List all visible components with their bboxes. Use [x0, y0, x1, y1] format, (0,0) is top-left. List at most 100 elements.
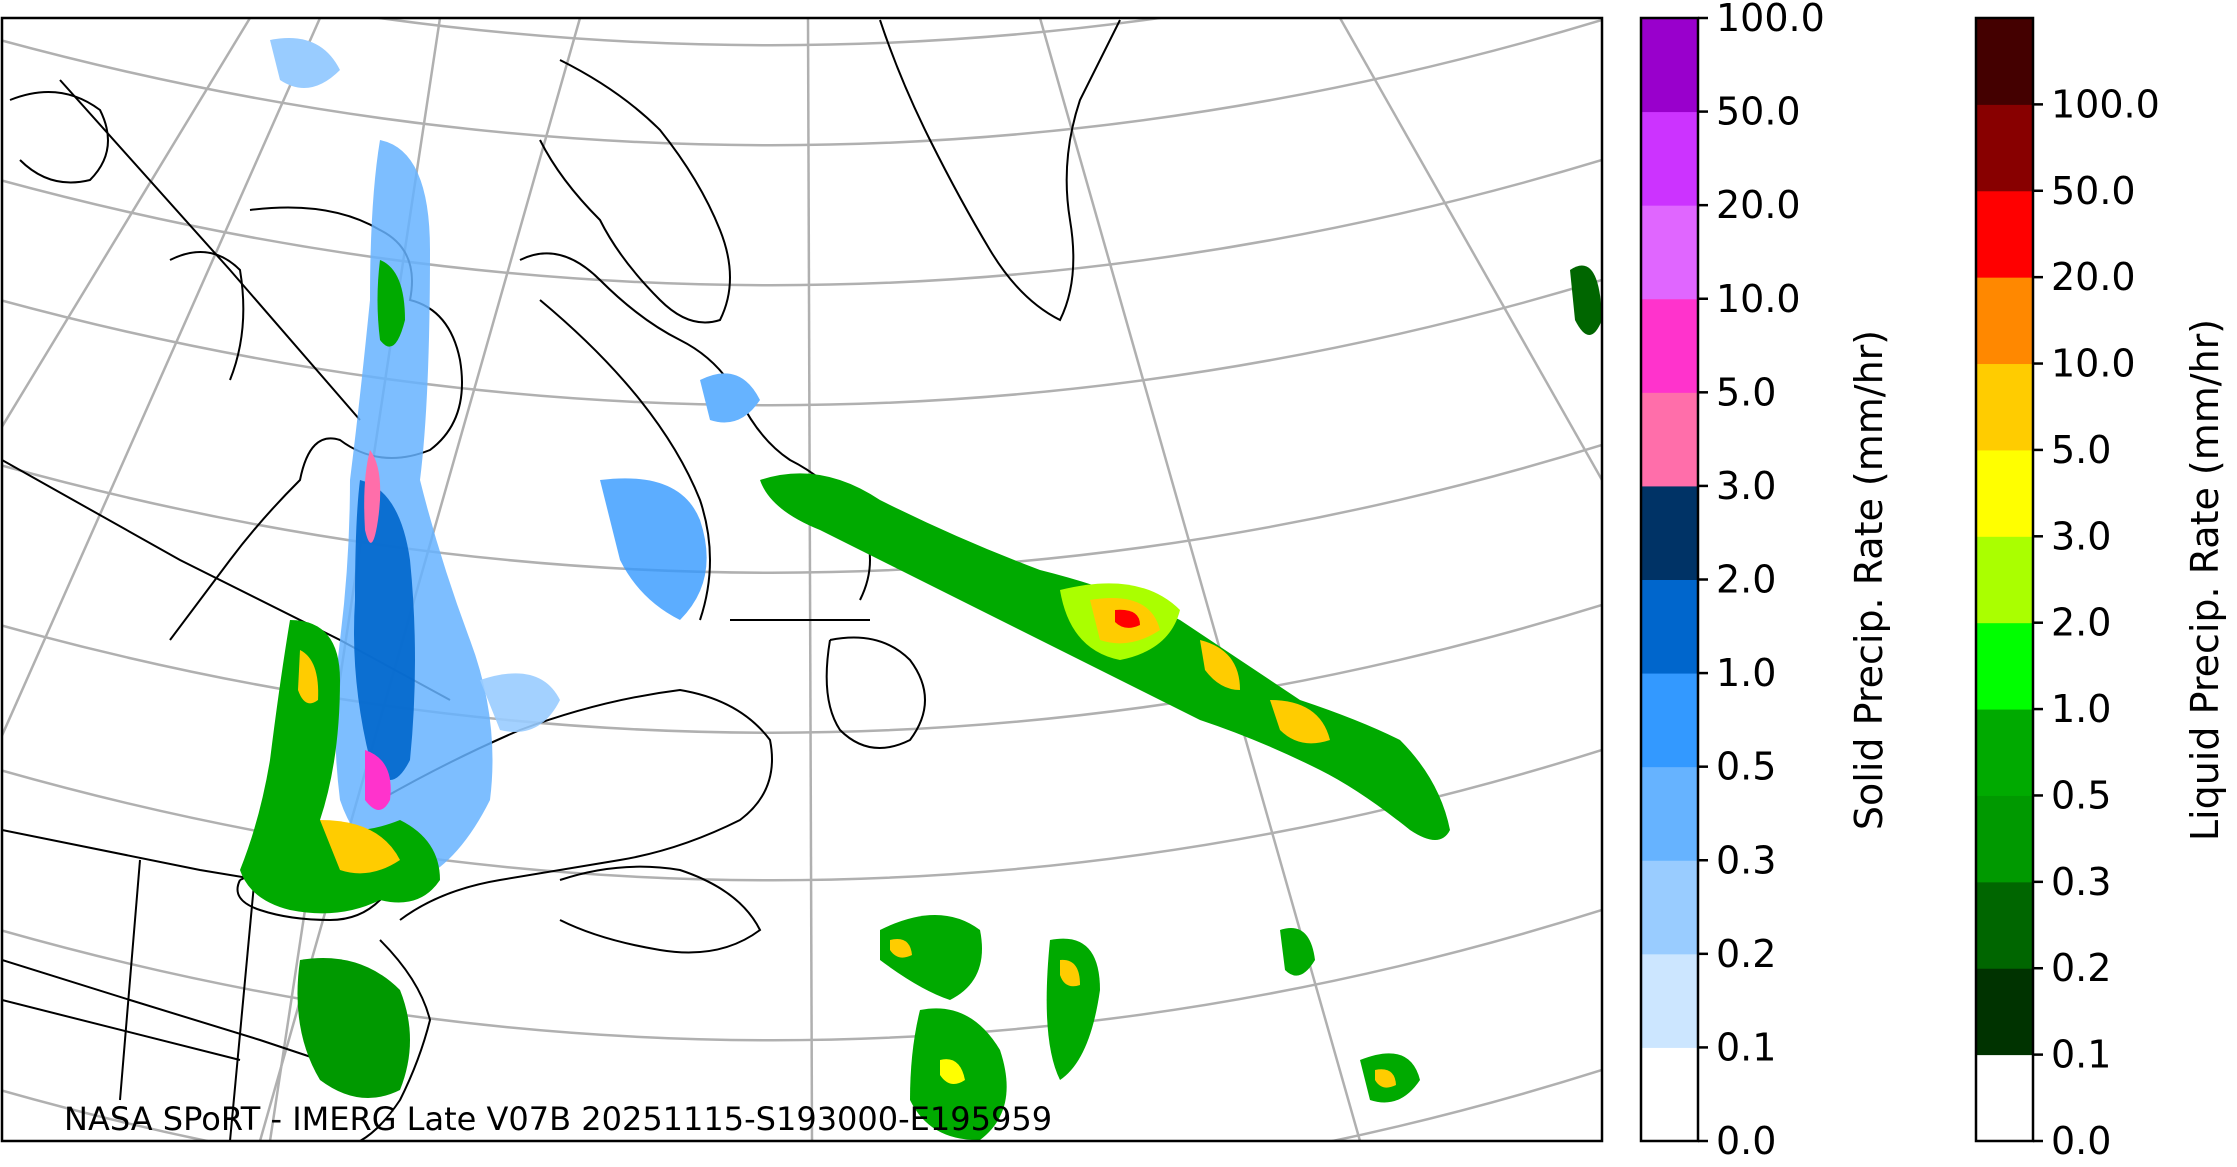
greenland-coast: [879, 19, 1121, 322]
liquid-precip-moderate: [1375, 1069, 1396, 1088]
solid-colorbar-label: Solid Precip. Rate (mm/hr): [1847, 330, 1891, 830]
map-background: [2, 18, 1602, 1141]
liquid-precip-moderate: [1200, 640, 1240, 690]
liquid-colorbar-tick-label: 1.0: [2051, 687, 2111, 731]
liquid-colorbar-tick-label: 0.0: [2051, 1119, 2111, 1163]
liquid-colorbar-tick-label: 5.0: [2051, 428, 2111, 472]
solid-precip-band: [480, 673, 560, 732]
liquid-precip-moderate: [1270, 700, 1330, 744]
solid-colorbar-bin: [1641, 860, 1698, 955]
liquid-precip-band: [297, 958, 410, 1098]
latitude-line: [2, 278, 1602, 407]
liquid-precip-band: [880, 915, 982, 1000]
liquid-precip-band: [240, 620, 440, 914]
solid-colorbar-tick-label: 0.0: [1716, 1119, 1776, 1163]
solid-colorbar-tick-label: 50.0: [1716, 90, 1801, 134]
latitude-line: [2, 603, 1602, 734]
latitude-line: [2, 748, 1602, 882]
liquid-precipitation-areas: [240, 260, 1602, 1141]
solid-colorbar-tick-label: 1.0: [1716, 651, 1776, 695]
solid-colorbar-bin: [1641, 485, 1698, 580]
liquid-colorbar-bin: [1976, 881, 2033, 969]
liquid-colorbar-bin: [1976, 363, 2033, 451]
liquid-precip-moderate: [890, 939, 912, 958]
liquid-precip-band: [1280, 928, 1315, 976]
liquid-colorbar-label: Liquid Precip. Rate (mm/hr): [2183, 319, 2227, 841]
liquid-colorbar-bin: [1976, 449, 2033, 537]
solid-colorbar: 0.0 0.1 0.2 0.3 0.5 1.0 2.0 3.0 5.0 10.0 20.0 50.0 1…: [1639, 0, 1825, 1163]
liquid-precip-band: [1570, 265, 1602, 335]
solid-colorbar-bin: [1641, 953, 1698, 1048]
latitude-line: [371, 18, 1169, 47]
solid-colorbar-tick-label: 20.0: [1716, 183, 1801, 227]
map-panel: [2, 18, 1602, 1141]
liquid-colorbar-tick-label: 10.0: [2051, 342, 2136, 386]
solid-colorbar-bin: [1641, 205, 1698, 300]
solid-colorbar-tick-label: 2.0: [1716, 558, 1776, 602]
longitude-line: [2, 18, 252, 430]
liquid-colorbar-bin: [1976, 622, 2033, 710]
hudson-west-coast: [169, 251, 245, 381]
latitude-line: [2, 18, 1602, 147]
latitude-line: [2, 158, 1602, 287]
solid-colorbar-tick-label: 3.0: [1716, 464, 1776, 508]
solid-colorbar-bin: [1641, 298, 1698, 393]
liquid-precip-moderate: [320, 820, 400, 874]
solid-colorbar-tick-label: 100.0: [1716, 0, 1825, 40]
longitude-line: [1338, 18, 1602, 481]
solid-colorbar-bin: [1641, 18, 1698, 113]
liquid-colorbar-bin: [1976, 968, 2033, 1056]
liquid-precip-moderate: [298, 650, 319, 704]
liquid-colorbar-tick-label: 3.0: [2051, 514, 2111, 558]
provincial-border: [59, 79, 361, 421]
solid-precipitation-areas: [270, 38, 760, 880]
solid-colorbar-tick-label: 0.2: [1716, 932, 1776, 976]
liquid-colorbar-tick-label: 20.0: [2051, 255, 2136, 299]
longitude-line: [2, 18, 322, 739]
baffin-coast: [539, 59, 731, 324]
liquid-colorbar-tick-label: 50.0: [2051, 169, 2136, 213]
liquid-precip-band: [760, 473, 1450, 840]
liquid-colorbar-bin: [1976, 104, 2033, 192]
solid-precip-band: [600, 478, 707, 620]
credit-label: NASA SPoRT - IMERG Late V07B 20251115-S1…: [64, 1100, 1052, 1138]
solid-colorbar-bin: [1641, 111, 1698, 206]
solid-colorbar-bin: [1641, 673, 1698, 768]
solid-precip-core: [354, 480, 415, 780]
arctic-islands: [9, 91, 109, 184]
liquid-precip-intense: [1115, 609, 1140, 628]
liquid-colorbar-bin: [1976, 709, 2033, 796]
solid-colorbar-tick-label: 0.1: [1716, 1025, 1776, 1069]
liquid-precip-moderate: [1060, 959, 1080, 987]
latitude-line: [2, 443, 1602, 574]
liquid-colorbar-bin: [1976, 277, 2033, 365]
solid-colorbar-bin: [1641, 392, 1698, 487]
solid-precip-band: [700, 373, 760, 423]
solid-colorbar-bin: [1641, 1047, 1698, 1142]
solid-colorbar-tick-label: 10.0: [1716, 277, 1801, 321]
solid-precip-heavy: [365, 750, 391, 810]
solid-colorbar-tick-label: 5.0: [1716, 370, 1776, 414]
quebec-north-coast: [539, 299, 711, 621]
liquid-colorbar-bin: [1976, 1054, 2033, 1142]
latitude-line: [2, 908, 1602, 1042]
liquid-colorbar-tick-label: 0.3: [2051, 860, 2111, 904]
solid-colorbar-bin: [1641, 766, 1698, 861]
liquid-colorbar-tick-label: 100.0: [2051, 82, 2160, 126]
solid-colorbar-tick-label: 0.5: [1716, 745, 1776, 789]
liquid-colorbar-bin: [1976, 536, 2033, 624]
solid-precip-band: [270, 38, 340, 88]
longitude-line: [806, 18, 814, 1141]
map-frame: [0, 16, 1604, 1143]
liquid-colorbar-tick-label: 0.5: [2051, 773, 2111, 817]
provincial-border: [119, 859, 141, 1101]
liquid-precip-band: [377, 260, 405, 347]
nova-scotia-coast: [559, 865, 762, 954]
solid-colorbar-tick-label: 0.3: [1716, 838, 1776, 882]
liquid-precip-moderate: [940, 1059, 965, 1084]
us-east-coast: [359, 939, 432, 1141]
provincial-border: [2, 999, 241, 1061]
liquid-colorbar-tick-label: 2.0: [2051, 601, 2111, 645]
liquid-colorbar: 0.0 0.1 0.2 0.3 0.5 1.0 2.0 3.0 5.0 10.0 20.0 50.0 1…: [1974, 16, 2160, 1163]
